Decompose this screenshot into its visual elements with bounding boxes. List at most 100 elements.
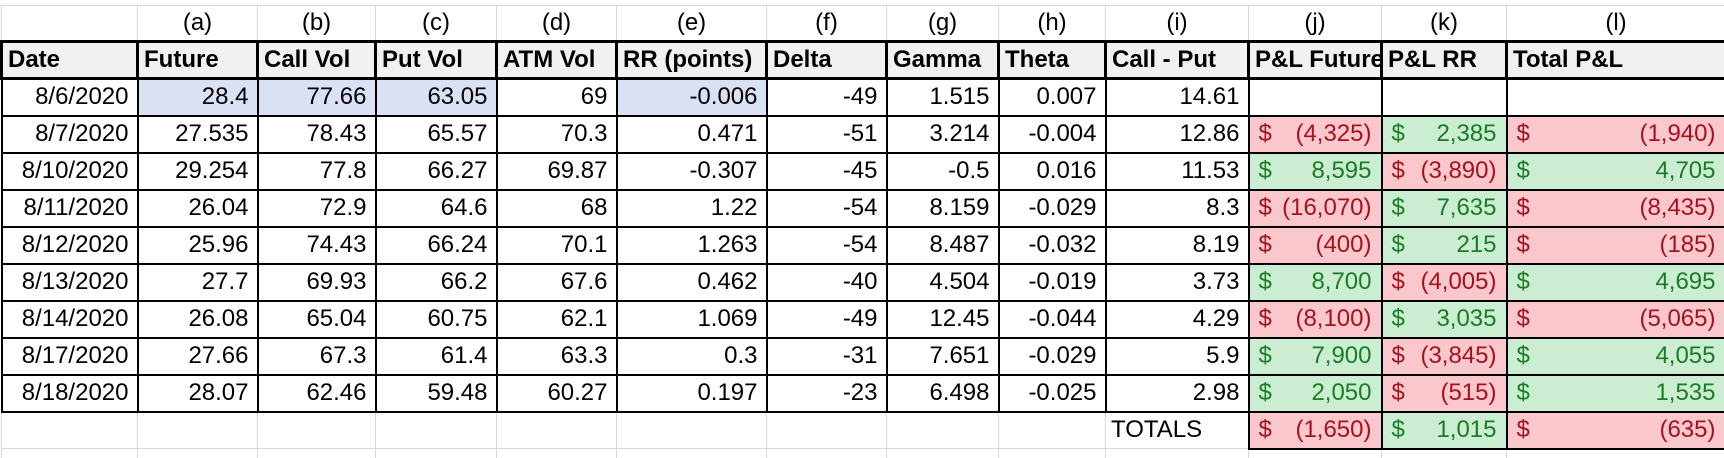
cell-pnl_future[interactable]: $8,700: [1247, 262, 1383, 302]
cell-total_pnl[interactable]: $4,055: [1505, 336, 1724, 376]
cell-empty[interactable]: [1381, 448, 1507, 458]
cell-theta[interactable]: 0.007: [997, 77, 1107, 117]
cell-pnl_future[interactable]: [1247, 77, 1383, 117]
cell-empty[interactable]: [616, 411, 767, 449]
cell-pnl_rr[interactable]: $3,035: [1380, 299, 1508, 339]
cell-future[interactable]: 27.535: [136, 114, 259, 154]
cell-pnl_rr[interactable]: $2,385: [1380, 114, 1508, 154]
cell-future[interactable]: 28.07: [136, 373, 259, 413]
column-letter-future[interactable]: (a): [137, 5, 258, 42]
cell-rr_points[interactable]: 1.263: [615, 225, 768, 265]
cell-pnl_rr[interactable]: $ (4,005): [1380, 262, 1508, 302]
cell-date[interactable]: 8/14/2020: [0, 299, 139, 339]
cell-rr_points[interactable]: 0.3: [615, 336, 768, 376]
header-rr_points[interactable]: RR (points): [615, 40, 768, 80]
column-letter-gamma[interactable]: (g): [886, 5, 999, 42]
column-letter-rr_points[interactable]: (e): [616, 5, 767, 42]
cell-call_vol[interactable]: 69.93: [256, 262, 377, 302]
cell-theta[interactable]: -0.044: [997, 299, 1107, 339]
cell-pnl_future[interactable]: $7,900: [1247, 336, 1383, 376]
cell-empty[interactable]: [886, 448, 999, 458]
header-future[interactable]: Future: [136, 40, 259, 80]
cell-atm_vol[interactable]: 68: [495, 188, 618, 228]
cell-total_pnl[interactable]: $ (5,065): [1505, 299, 1724, 339]
cell-gamma[interactable]: 3.214: [885, 114, 1000, 154]
cell-put_vol[interactable]: 63.05: [374, 77, 498, 117]
cell-future[interactable]: 27.66: [136, 336, 259, 376]
cell-future[interactable]: 25.96: [136, 225, 259, 265]
cell-delta[interactable]: -49: [765, 299, 888, 339]
cell-empty[interactable]: [137, 411, 258, 449]
cell-pnl_rr[interactable]: $215: [1380, 225, 1508, 265]
cell-theta[interactable]: -0.032: [997, 225, 1107, 265]
cell-rr_points[interactable]: 0.462: [615, 262, 768, 302]
cell-call_minus_put[interactable]: 12.86: [1104, 114, 1250, 154]
cell-call_minus_put[interactable]: 2.98: [1104, 373, 1250, 413]
cell-pnl_rr[interactable]: $1,015: [1380, 410, 1508, 450]
cell-rr_points[interactable]: -0.006: [615, 77, 768, 117]
cell-empty[interactable]: [496, 411, 617, 449]
cell-date[interactable]: 8/10/2020: [0, 151, 139, 191]
cell-theta[interactable]: -0.019: [997, 262, 1107, 302]
cell-delta[interactable]: -54: [765, 188, 888, 228]
column-letter-theta[interactable]: (h): [998, 5, 1106, 42]
header-pnl_future[interactable]: P&L Future: [1247, 40, 1383, 80]
cell-delta[interactable]: -40: [765, 262, 888, 302]
cell-atm_vol[interactable]: 69.87: [495, 151, 618, 191]
cell-gamma[interactable]: 8.487: [885, 225, 1000, 265]
cell-date[interactable]: 8/13/2020: [0, 262, 139, 302]
cell-empty[interactable]: [137, 448, 258, 458]
cell-total_pnl[interactable]: $1,535: [1505, 373, 1724, 413]
cell-call_minus_put[interactable]: 4.29: [1104, 299, 1250, 339]
cell-call_vol[interactable]: 65.04: [256, 299, 377, 339]
cell-call_vol[interactable]: 72.9: [256, 188, 377, 228]
cell-delta[interactable]: -54: [765, 225, 888, 265]
cell-theta[interactable]: -0.029: [997, 188, 1107, 228]
cell-empty[interactable]: [1, 448, 138, 458]
cell-empty[interactable]: [998, 411, 1106, 449]
cell-future[interactable]: 26.08: [136, 299, 259, 339]
cell-put_vol[interactable]: 66.27: [374, 151, 498, 191]
cell-date[interactable]: 8/7/2020: [0, 114, 139, 154]
cell-rr_points[interactable]: 1.22: [615, 188, 768, 228]
cell-pnl_future[interactable]: $ (4,325): [1247, 114, 1383, 154]
cell-rr_points[interactable]: -0.307: [615, 151, 768, 191]
cell-total_pnl[interactable]: $ (635): [1505, 410, 1724, 450]
cell-empty[interactable]: [766, 448, 887, 458]
cell-delta[interactable]: -23: [765, 373, 888, 413]
cell-future[interactable]: 26.04: [136, 188, 259, 228]
cell-atm_vol[interactable]: 60.27: [495, 373, 618, 413]
cell-pnl_future[interactable]: $8,595: [1247, 151, 1383, 191]
header-call_vol[interactable]: Call Vol: [256, 40, 377, 80]
cell-gamma[interactable]: 4.504: [885, 262, 1000, 302]
cell-atm_vol[interactable]: 70.1: [495, 225, 618, 265]
cell-total_pnl[interactable]: [1505, 77, 1724, 117]
cell-empty[interactable]: [496, 448, 617, 458]
cell-theta[interactable]: -0.025: [997, 373, 1107, 413]
cell-put_vol[interactable]: 61.4: [374, 336, 498, 376]
cell-rr_points[interactable]: 0.471: [615, 114, 768, 154]
cell-call_minus_put[interactable]: 14.61: [1104, 77, 1250, 117]
cell-theta[interactable]: -0.029: [997, 336, 1107, 376]
header-theta[interactable]: Theta: [997, 40, 1107, 80]
cell-atm_vol[interactable]: 69: [495, 77, 618, 117]
cell-empty[interactable]: [1105, 448, 1249, 458]
totals-label[interactable]: TOTALS: [1105, 411, 1249, 449]
cell-empty[interactable]: [257, 448, 376, 458]
cell-call_vol[interactable]: 67.3: [256, 336, 377, 376]
cell-total_pnl[interactable]: $ (1,940): [1505, 114, 1724, 154]
cell-atm_vol[interactable]: 67.6: [495, 262, 618, 302]
header-delta[interactable]: Delta: [765, 40, 888, 80]
cell-gamma[interactable]: 8.159: [885, 188, 1000, 228]
cell-total_pnl[interactable]: $ (185): [1505, 225, 1724, 265]
cell-put_vol[interactable]: 64.6: [374, 188, 498, 228]
cell-gamma[interactable]: 1.515: [885, 77, 1000, 117]
cell-pnl_rr[interactable]: $ (515): [1380, 373, 1508, 413]
cell-gamma[interactable]: 7.651: [885, 336, 1000, 376]
cell-total_pnl[interactable]: $4,695: [1505, 262, 1724, 302]
cell-delta[interactable]: -31: [765, 336, 888, 376]
column-letter-call_minus_put[interactable]: (i): [1105, 5, 1249, 42]
cell-future[interactable]: 27.7: [136, 262, 259, 302]
cell-atm_vol[interactable]: 62.1: [495, 299, 618, 339]
cell-put_vol[interactable]: 65.57: [374, 114, 498, 154]
